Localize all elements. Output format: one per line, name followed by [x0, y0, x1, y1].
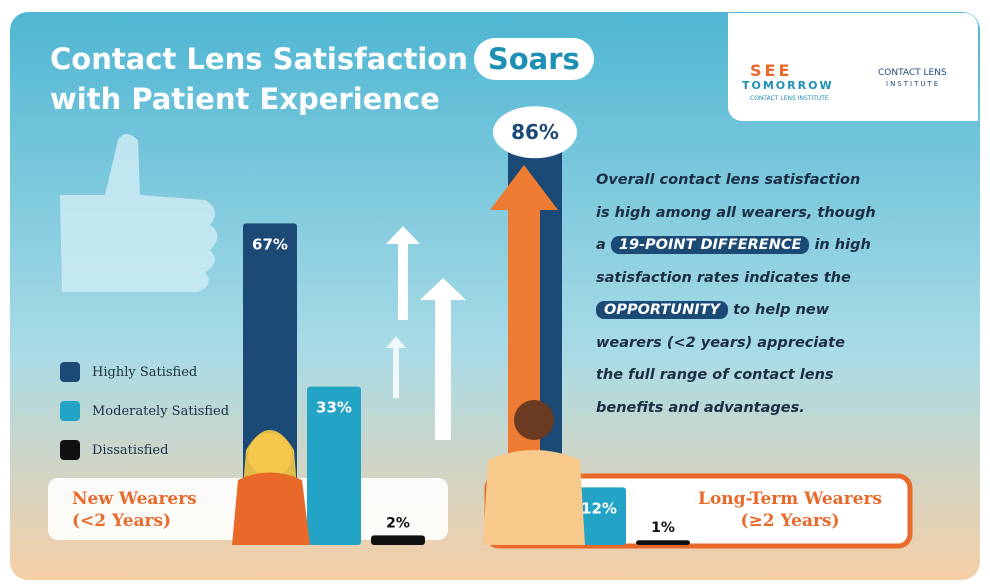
annotation: Overall contact lens satisfaction is hig… [596, 164, 876, 424]
label-cloud [493, 106, 577, 159]
title: Contact Lens Satisfaction Soars with Patie… [50, 38, 594, 118]
logo-text: CONTACT LENS [878, 68, 947, 78]
legend-swatch [60, 440, 80, 460]
arrows-decor [386, 226, 466, 440]
category-label: New Wearers (<2 Years) [72, 489, 197, 531]
value-label: 2% [386, 515, 410, 531]
logo-text: CONTACT LENS INSTITUTE [750, 95, 829, 102]
bar [636, 540, 690, 545]
bar [307, 386, 361, 545]
logos: SEE TOMORROW CONTACT LENS INSTITUTE CONT… [728, 13, 978, 121]
value-label: 12% [581, 499, 617, 517]
legend-swatch [60, 401, 80, 421]
person-decor [232, 400, 585, 545]
bar [371, 535, 425, 545]
value-label: 67% [252, 235, 288, 253]
thumb-icon [60, 134, 218, 292]
value-label: 1% [651, 520, 675, 536]
legend-item: Dissatisfied [60, 440, 168, 460]
value-label: 86% [511, 120, 559, 144]
title-text: Contact Lens Satisfaction [50, 42, 468, 76]
annotation-text: in high satisfaction rates indicates the [596, 237, 871, 286]
annotation-highlight: OPPORTUNITY [596, 301, 729, 319]
annotation-text: Overall contact lens satisfaction is hig… [596, 172, 876, 253]
logo-text: SEE [750, 61, 793, 80]
value-label: 33% [316, 399, 352, 417]
title-highlight: Soars [473, 38, 594, 80]
annotation-highlight: 19-POINT DIFFERENCE [610, 236, 810, 254]
logo-text: TOMORROW [742, 79, 834, 92]
legend-label: Highly Satisfied [92, 364, 198, 380]
legend-item: Moderately Satisfied [60, 401, 229, 421]
legend-label: Moderately Satisfied [92, 403, 230, 419]
legend-swatch [60, 362, 80, 382]
legend-label: Dissatisfied [92, 442, 169, 458]
title-text: with Patient Experience [50, 82, 440, 116]
category-label: Long-Term Wearers (≥2 Years) [698, 489, 882, 531]
logo-text: INSTITUTE [886, 80, 941, 88]
arrow-decor [490, 165, 558, 545]
legend-item: Highly Satisfied [60, 362, 197, 382]
annotation-text: to help new wearers (<2 years) appreciat… [596, 302, 845, 416]
bar [572, 487, 626, 545]
